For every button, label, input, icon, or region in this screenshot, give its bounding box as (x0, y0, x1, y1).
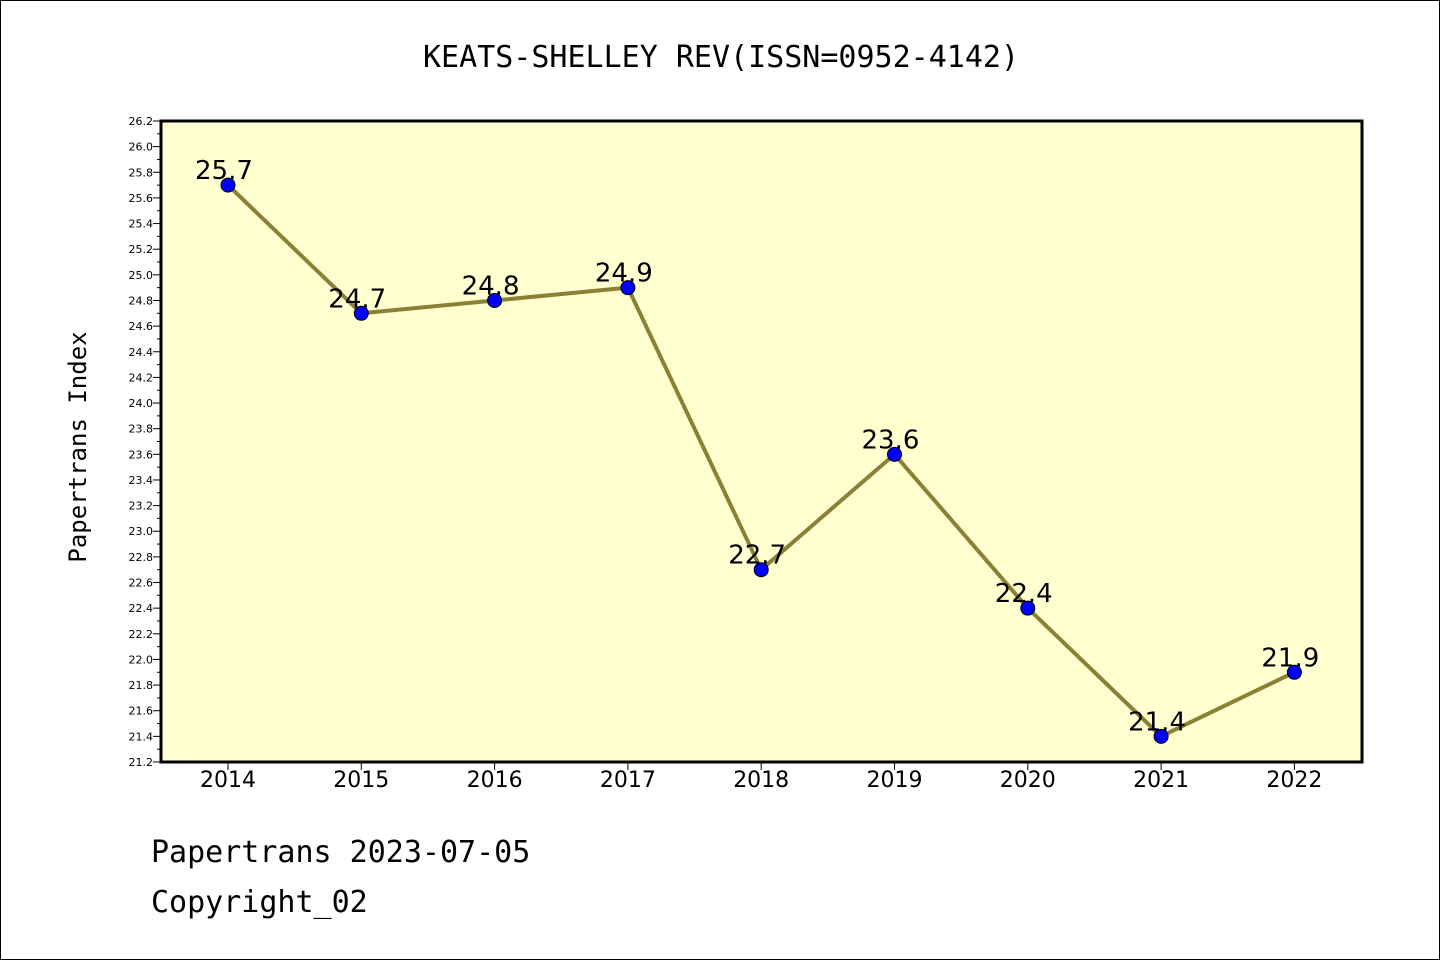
data-point (1153, 728, 1169, 744)
data-label: 24.9 (595, 259, 653, 289)
y-tick-label: 21.6 (129, 705, 154, 718)
y-tick-label: 22.0 (129, 653, 154, 666)
y-tick-label: 23.6 (129, 448, 154, 461)
y-tick-label: 23.0 (129, 525, 154, 538)
y-tick-label: 25.0 (129, 269, 154, 282)
data-label: 21.4 (1128, 707, 1186, 737)
data-point (487, 292, 503, 308)
y-tick-label: 22.4 (129, 602, 154, 615)
series-group (220, 177, 1302, 744)
data-label: 21.9 (1261, 643, 1319, 673)
y-tick-label: 25.4 (129, 218, 154, 231)
data-label: 25.7 (195, 156, 253, 186)
data-point (620, 280, 636, 296)
y-tick-label: 21.2 (129, 756, 154, 769)
plot-area (159, 119, 1364, 764)
y-tick-label: 22.2 (129, 628, 154, 641)
y-tick-label: 25.6 (129, 192, 154, 205)
y-tick-label: 26.2 (129, 115, 154, 128)
y-tick-label: 26.0 (129, 141, 154, 154)
data-point (220, 177, 236, 193)
y-tick-label: 24.6 (129, 320, 154, 333)
y-axis: 21.2 21.4 21.6 21.8 22.0 22.2 22.4 22.6 22.8 23.0… (129, 115, 161, 769)
y-tick-label: 25.8 (129, 166, 154, 179)
y-tick-label: 25.2 (129, 243, 154, 256)
footer-copyright: Copyright_02 (151, 885, 368, 920)
data-point (753, 562, 769, 578)
chart-title: KEATS-SHELLEY REV(ISSN=0952-4142) (423, 40, 1019, 75)
x-tick-label: 2020 (1000, 768, 1056, 793)
x-tick-label: 2015 (333, 768, 389, 793)
y-tick-label: 23.4 (129, 474, 154, 487)
y-tick-label: 23.8 (129, 423, 154, 436)
x-tick-label: 2014 (200, 768, 256, 793)
x-axis: 2014 2015 2016 2017 2018 2019 2020 2021 2022 (200, 762, 1322, 793)
x-tick-label: 2016 (467, 768, 523, 793)
data-label: 24.7 (328, 284, 386, 314)
data-label: 23.6 (862, 425, 920, 455)
x-tick-label: 2018 (733, 768, 789, 793)
data-label: 24.8 (462, 271, 520, 301)
y-tick-label: 21.4 (129, 730, 154, 743)
y-tick-label: 24.2 (129, 371, 154, 384)
data-point (1286, 664, 1302, 680)
y-tick-label: 23.2 (129, 500, 154, 513)
data-point (887, 446, 902, 462)
y-tick-label: 24.4 (129, 346, 154, 359)
x-tick-label: 2017 (600, 768, 656, 793)
y-tick-label: 22.6 (129, 577, 154, 590)
y-tick-label: 24.8 (129, 294, 154, 307)
data-labels: 25.7 24.7 24.8 24.9 22.7 23.6 22.4 21.4 21.9 (195, 156, 1319, 737)
data-label: 22.7 (728, 541, 786, 571)
x-tick-label: 2022 (1266, 768, 1322, 793)
data-point (353, 305, 369, 321)
y-tick-label: 24.0 (129, 397, 154, 410)
y-axis-label: Papertrans Index (64, 331, 92, 562)
data-label: 22.4 (995, 579, 1053, 609)
x-tick-label: 2019 (867, 768, 923, 793)
data-point (1020, 600, 1036, 616)
y-tick-label: 21.8 (129, 679, 154, 692)
x-tick-label: 2021 (1133, 768, 1189, 793)
footer-date: Papertrans 2023-07-05 (151, 835, 531, 870)
y-tick-label: 22.8 (129, 551, 154, 564)
